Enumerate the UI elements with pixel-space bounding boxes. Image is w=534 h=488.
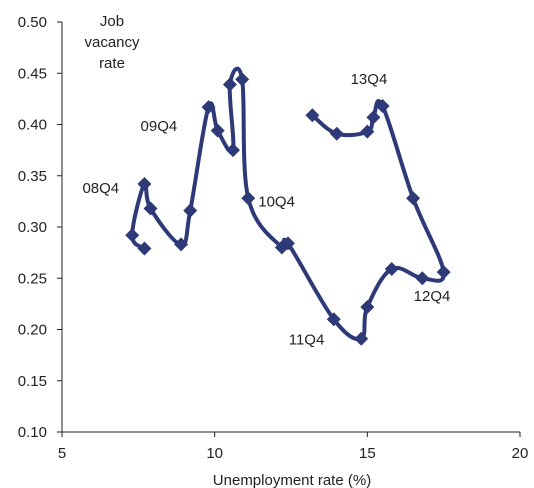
x-axis-label: Unemployment rate (%)	[213, 472, 371, 488]
data-point-diamond	[210, 123, 225, 138]
y-tick-label: 0.30	[18, 219, 47, 236]
y-axis-label-line: vacancy	[84, 34, 140, 51]
data-point-diamond	[375, 99, 390, 114]
data-point-diamond	[225, 143, 240, 158]
y-tick-label: 0.50	[18, 14, 47, 31]
point-annotation: 10Q4	[258, 193, 295, 210]
y-axis-label-line: rate	[99, 55, 125, 72]
data-point-diamond	[137, 176, 152, 191]
data-point-diamond	[406, 191, 421, 206]
y-axis-label: Job vacancy rate	[84, 13, 140, 72]
y-tick-label: 0.25	[18, 270, 47, 287]
y-axis-label-line: Job	[100, 13, 124, 30]
data-point-diamond	[366, 110, 381, 125]
data-point-diamond	[415, 271, 430, 286]
y-tick-labels: 0.10 0.15 0.20 0.25 0.30 0.35 0.40 0.45 0.50	[18, 14, 62, 441]
point-annotation: 11Q4	[289, 331, 325, 348]
data-point-diamond	[360, 299, 375, 314]
x-tick-label: 5	[58, 445, 66, 462]
y-tick-label: 0.20	[18, 322, 47, 339]
data-point-diamond	[384, 262, 399, 277]
data-point-diamond	[235, 72, 250, 87]
data-point-diamond	[125, 228, 140, 243]
data-point-diamond	[241, 191, 256, 206]
axes	[61, 22, 520, 433]
y-tick-label: 0.35	[18, 168, 47, 185]
data-markers	[125, 72, 451, 346]
x-tick-label: 10	[206, 445, 223, 462]
data-point-diamond	[329, 126, 344, 141]
data-point-diamond	[326, 312, 341, 327]
y-tick-label: 0.40	[18, 117, 47, 134]
data-point-diamond	[201, 100, 216, 115]
data-point-diamond	[143, 201, 158, 216]
data-point-diamond	[174, 237, 189, 252]
point-annotation: 12Q4	[414, 288, 451, 305]
x-tick-labels: 5 10 15 20	[58, 432, 529, 462]
data-point-diamond	[222, 77, 237, 92]
point-annotation: 09Q4	[141, 118, 178, 135]
data-point-diamond	[305, 108, 320, 123]
data-point-diamond	[360, 124, 375, 139]
x-tick-label: 15	[359, 445, 376, 462]
x-tick-label: 20	[512, 445, 529, 462]
y-tick-label: 0.15	[18, 373, 47, 390]
y-tick-label: 0.10	[18, 424, 47, 441]
point-annotation: 13Q4	[351, 71, 388, 88]
point-annotations: 08Q4 09Q4 10Q4 11Q4 12Q4 13Q4	[82, 71, 450, 348]
point-annotation: 08Q4	[82, 180, 119, 197]
data-point-diamond	[137, 241, 152, 256]
y-tick-label: 0.45	[18, 65, 47, 82]
data-point-diamond	[354, 331, 369, 346]
data-point-diamond	[280, 236, 295, 251]
data-point-diamond	[436, 265, 451, 280]
data-point-diamond	[183, 203, 198, 218]
